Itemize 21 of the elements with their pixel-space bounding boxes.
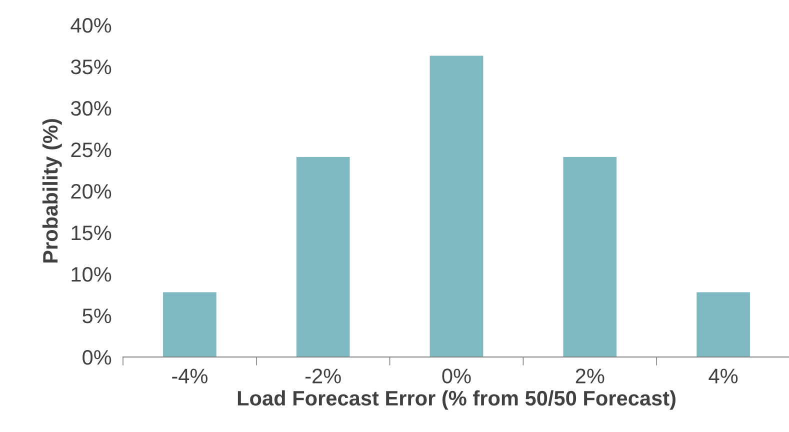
y-tick-label: 25% — [71, 142, 112, 158]
y-tick-label: 35% — [70, 60, 112, 74]
x-axis-title: Load Forecast Error (% from 50/50 Forecast) — [238, 390, 676, 410]
x-tick-label: -4% — [172, 368, 208, 384]
x-tick-label: 0% — [442, 368, 471, 384]
x-tick-label: -2% — [306, 368, 341, 384]
y-tick-label: 0% — [82, 350, 112, 365]
bar — [296, 156, 350, 357]
x-tick-label: 4% — [708, 368, 738, 384]
y-tick-label: 15% — [72, 226, 112, 240]
y-tick-label: 5% — [82, 308, 112, 324]
y-tick-label: 30% — [70, 101, 112, 116]
y-tick-label: 10% — [72, 267, 112, 282]
bar — [430, 56, 484, 357]
y-axis-title: Probability (%) — [42, 119, 62, 263]
bar — [563, 156, 617, 357]
bar — [696, 292, 750, 357]
y-tick-label: 20% — [71, 184, 112, 199]
bar — [163, 292, 216, 357]
y-tick-label: 40% — [70, 18, 112, 33]
x-tick-label: 2% — [576, 368, 604, 384]
